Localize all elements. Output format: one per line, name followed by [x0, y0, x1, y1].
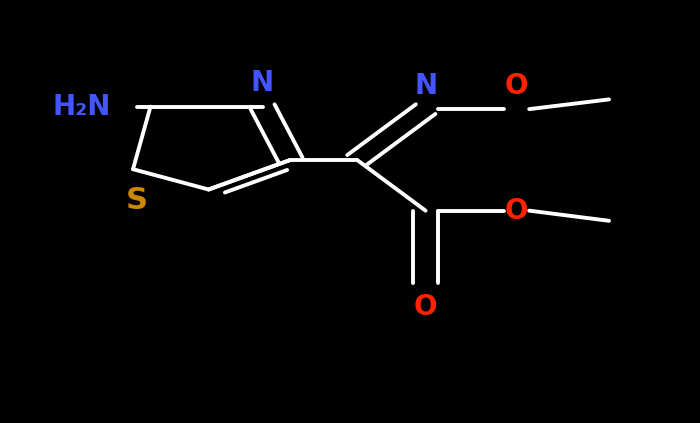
Text: O: O: [505, 197, 528, 225]
Text: S: S: [125, 187, 148, 215]
Text: O: O: [414, 293, 438, 321]
Text: N: N: [414, 72, 438, 100]
Text: H₂N: H₂N: [52, 93, 111, 121]
Text: N: N: [251, 69, 274, 97]
Text: O: O: [505, 72, 528, 100]
